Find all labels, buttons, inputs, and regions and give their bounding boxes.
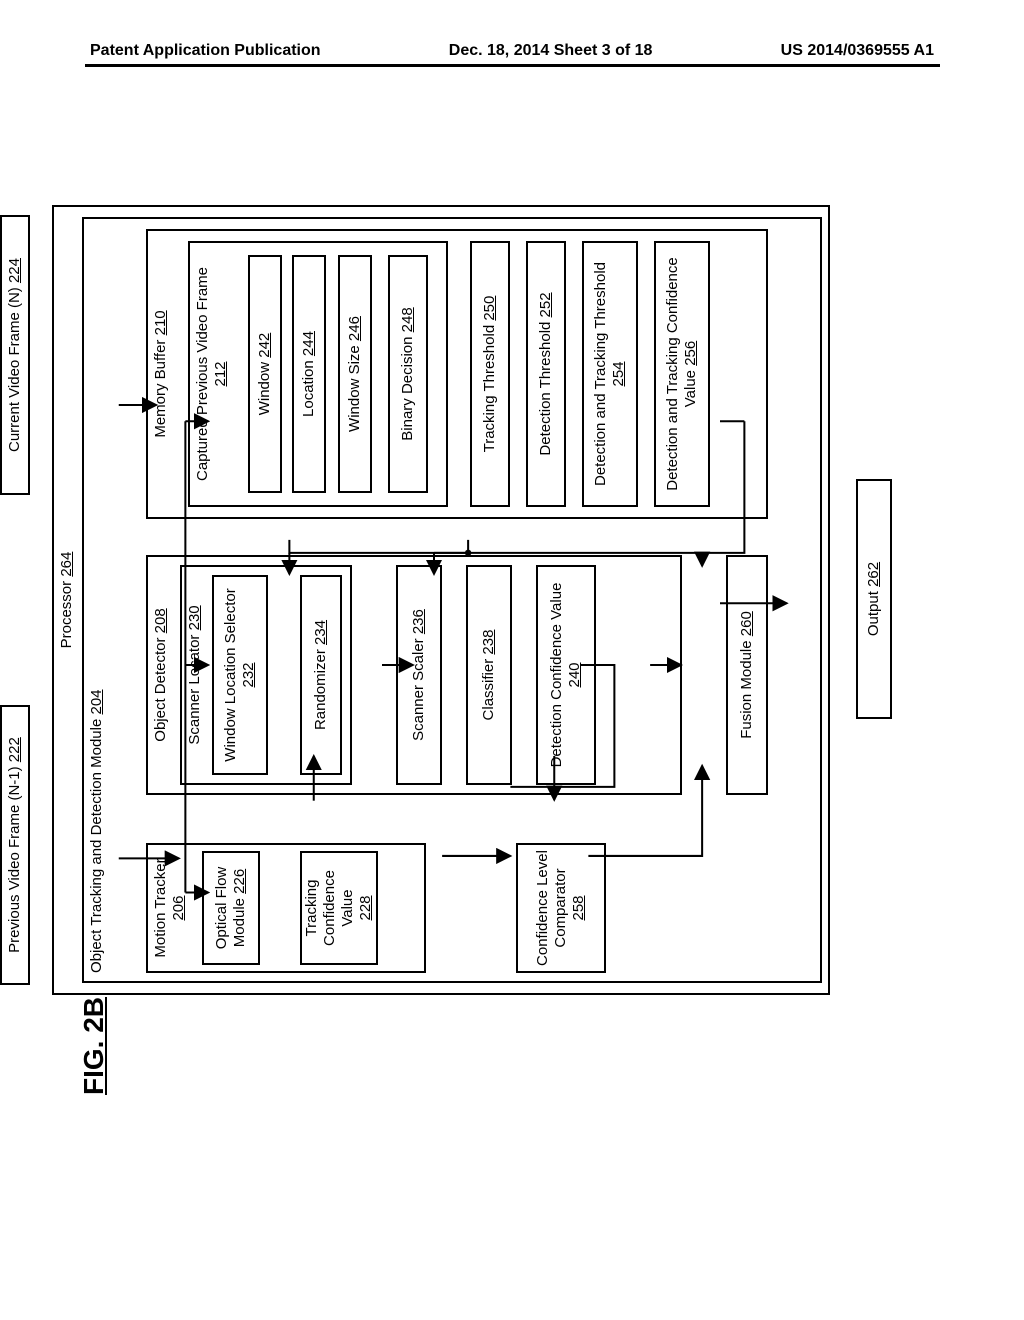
scanner-locator-label: Scanner Locator [186, 635, 203, 745]
classifier-box: Classifier 238 [466, 565, 512, 785]
output-label: Output [865, 591, 882, 636]
fusion-label: Fusion Module [738, 640, 755, 738]
window-ref: 242 [256, 333, 273, 358]
object-detector-ref: 208 [152, 608, 169, 633]
randomizer-box: Randomizer 234 [300, 575, 342, 775]
diagram: Previous Video Frame (N-1) 222 Current V… [40, 275, 880, 925]
scanner-scaler-box: Scanner Scaler 236 [396, 565, 442, 785]
tracking-conf-box: Tracking Confidence Value228 [300, 851, 378, 965]
memory-buffer-label: Memory Buffer [152, 340, 169, 438]
motion-tracker-ref: 206 [170, 896, 187, 921]
processor-ref: 264 [58, 552, 75, 577]
randomizer-label: Randomizer [312, 649, 329, 730]
dt-threshold-box: Detection and Tracking Threshold254 [582, 241, 638, 507]
fusion-box: Fusion Module 260 [726, 555, 768, 795]
binary-decision-ref: 248 [399, 307, 416, 332]
processor-label: Processor [58, 581, 75, 649]
tracking-thr-ref: 250 [481, 296, 498, 321]
conf-comparator-box: Confidence Level Comparator258 [516, 843, 606, 973]
header-left: Patent Application Publication [90, 42, 321, 60]
binary-decision-box: Binary Decision 248 [388, 255, 428, 493]
prev-frame-ref: 222 [6, 737, 23, 762]
otdm-ref: 204 [88, 689, 105, 714]
location-ref: 244 [300, 331, 317, 356]
motion-tracker-box: Motion Tracker206 [146, 843, 426, 973]
figure-label: FIG. 2B [78, 997, 110, 1095]
window-box: Window 242 [248, 255, 282, 493]
det-conf-value-box: Detection Confidence Value240 [536, 565, 596, 785]
dt-threshold-ref: 254 [610, 361, 627, 386]
memory-buffer-ref: 210 [152, 310, 169, 335]
window-loc-sel-box: Window Location Selector232 [212, 575, 268, 775]
prev-frame-label: Previous Video Frame (N-1) [6, 766, 23, 952]
detection-thr-box: Detection Threshold 252 [526, 241, 566, 507]
det-conf-value-label: Detection Confidence Value [548, 583, 565, 768]
window-size-box: Window Size 246 [338, 255, 372, 493]
header-center: Dec. 18, 2014 Sheet 3 of 18 [449, 42, 653, 60]
header-rule [85, 64, 940, 67]
dt-conf-value-label: Detection and Tracking Confidence Value [664, 257, 699, 490]
tracking-conf-ref: 228 [357, 895, 374, 920]
window-loc-sel-label: Window Location Selector [222, 588, 239, 761]
scanner-scaler-ref: 236 [410, 609, 427, 634]
dt-conf-value-box: Detection and Tracking Confidence Value … [654, 241, 710, 507]
captured-prev-ref: 212 [212, 361, 229, 386]
tracking-thr-label: Tracking Threshold [481, 325, 498, 453]
classifier-ref: 238 [480, 630, 497, 655]
window-label: Window [256, 362, 273, 415]
window-size-ref: 246 [346, 316, 363, 341]
output-box: Output 262 [856, 479, 892, 719]
tracking-thr-box: Tracking Threshold 250 [470, 241, 510, 507]
window-loc-sel-ref: 232 [240, 662, 257, 687]
dt-threshold-label: Detection and Tracking Threshold [592, 262, 609, 486]
window-size-label: Window Size [346, 345, 363, 432]
det-conf-value-ref: 240 [566, 662, 583, 687]
header-right: US 2014/0369555 A1 [781, 42, 934, 60]
otdm-label: Object Tracking and Detection Module [88, 719, 105, 973]
binary-decision-label: Binary Decision [399, 337, 416, 441]
prev-frame-box: Previous Video Frame (N-1) 222 [0, 705, 30, 985]
dt-conf-value-ref: 256 [682, 341, 699, 366]
location-box: Location 244 [292, 255, 326, 493]
motion-tracker-label: Motion Tracker [152, 858, 169, 957]
object-detector-label: Object Detector [152, 638, 169, 742]
scanner-scaler-label: Scanner Scaler [410, 638, 427, 741]
detection-thr-label: Detection Threshold [537, 322, 554, 456]
tracking-conf-label: Tracking Confidence Value [303, 870, 356, 946]
curr-frame-label: Current Video Frame (N) [6, 287, 23, 452]
classifier-label: Classifier [480, 659, 497, 721]
page-header: Patent Application Publication Dec. 18, … [0, 42, 1024, 60]
fusion-ref: 260 [738, 611, 755, 636]
location-label: Location [300, 360, 317, 417]
curr-frame-ref: 224 [6, 258, 23, 283]
conf-comparator-ref: 258 [570, 895, 587, 920]
scanner-locator-ref: 230 [186, 605, 203, 630]
output-ref: 262 [865, 562, 882, 587]
detection-thr-ref: 252 [537, 292, 554, 317]
conf-comparator-label: Confidence Level Comparator [534, 850, 569, 966]
optical-flow-ref: 226 [231, 869, 248, 894]
optical-flow-box: Optical Flow Module 226 [202, 851, 260, 965]
randomizer-ref: 234 [312, 620, 329, 645]
captured-prev-label: Captured Previous Video Frame [194, 267, 211, 481]
curr-frame-box: Current Video Frame (N) 224 [0, 215, 30, 495]
